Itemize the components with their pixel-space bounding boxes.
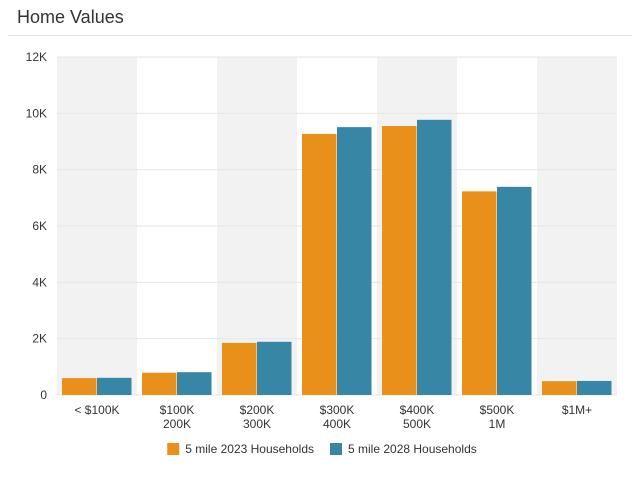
- bar-2028-1[interactable]: [177, 372, 212, 395]
- x-tick-label-line: 500K: [403, 417, 431, 431]
- legend-swatch: [330, 443, 342, 455]
- bar-2028-2[interactable]: [257, 341, 292, 395]
- x-tick-label-line: $200K: [240, 403, 275, 417]
- y-tick-label: 8K: [32, 163, 47, 177]
- bar-2023-3[interactable]: [302, 133, 337, 395]
- x-axis-labels: < $100K $100K 200K $200K 300K $300K 400K $400K 5…: [74, 403, 592, 431]
- y-tick-label: 12K: [26, 50, 47, 64]
- x-tick-label-line: 400K: [323, 417, 351, 431]
- legend-label: 5 mile 2023 Households: [185, 442, 314, 456]
- bar-2028-6[interactable]: [577, 380, 612, 395]
- y-tick-label: 0: [40, 388, 47, 402]
- x-tick-label: $100K 200K: [160, 403, 195, 431]
- page-title: Home Values: [17, 7, 124, 27]
- x-tick-label-line: < $100K: [74, 403, 119, 417]
- x-tick-label-line: 1M: [489, 417, 506, 431]
- y-tick-label: 10K: [26, 106, 47, 120]
- x-tick-label: $300K 400K: [320, 403, 355, 431]
- bar-2023-2[interactable]: [222, 342, 257, 395]
- bar-2023-6[interactable]: [542, 381, 577, 395]
- bar-2028-5[interactable]: [497, 186, 532, 395]
- bar-2023-1[interactable]: [142, 372, 177, 395]
- legend-item-1[interactable]: 5 mile 2028 Households: [330, 442, 477, 456]
- y-tick-label: 2K: [32, 332, 47, 346]
- bar-2023-0[interactable]: [62, 378, 97, 395]
- x-tick-label: $500K 1M: [480, 403, 515, 431]
- legend-swatch: [167, 443, 180, 455]
- x-tick-label-line: $1M+: [562, 403, 592, 417]
- x-tick-label-line: $400K: [400, 403, 435, 417]
- bar-2023-5[interactable]: [462, 191, 497, 395]
- bar-2028-4[interactable]: [417, 119, 452, 395]
- bars: [62, 119, 612, 395]
- x-tick-label-line: 200K: [163, 417, 191, 431]
- y-tick-label: 6K: [32, 219, 47, 233]
- x-tick-label: $1M+: [562, 403, 592, 417]
- x-tick-label: $200K 300K: [240, 403, 275, 431]
- legend-item-0[interactable]: 5 mile 2023 Households: [167, 442, 314, 456]
- title-divider: [8, 35, 632, 36]
- y-axis-labels: 0 2K 4K 6K 8K 10K 12K: [26, 50, 48, 402]
- x-tick-label-line: $100K: [160, 403, 195, 417]
- x-tick-label-line: 300K: [243, 417, 271, 431]
- bar-2028-0[interactable]: [97, 377, 132, 395]
- bar-2023-4[interactable]: [382, 126, 417, 395]
- x-tick-label-line: $500K: [480, 403, 515, 417]
- x-tick-label: $400K 500K: [400, 403, 435, 431]
- x-tick-label: < $100K: [74, 403, 119, 417]
- bar-2028-3[interactable]: [337, 127, 372, 395]
- y-tick-label: 4K: [32, 275, 47, 289]
- x-tick-label-line: $300K: [320, 403, 355, 417]
- legend-label: 5 mile 2028 Households: [348, 442, 477, 456]
- legend: 5 mile 2023 Households 5 mile 2028 Househ…: [167, 442, 477, 456]
